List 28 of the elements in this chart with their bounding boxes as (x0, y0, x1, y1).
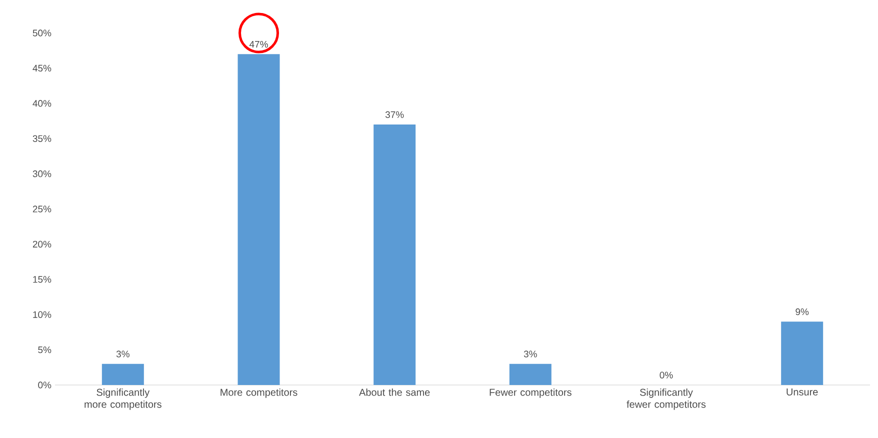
data-label: 3% (116, 350, 130, 358)
y-tick-label: 50% (32, 30, 52, 36)
x-tick-label: More competitors (220, 388, 298, 398)
x-tick-label: Unsure (786, 388, 818, 396)
bar (238, 54, 280, 385)
bar (102, 364, 144, 385)
y-tick-label: 5% (38, 346, 52, 354)
data-label: 47% (249, 40, 268, 48)
y-tick-label: 15% (33, 276, 52, 283)
x-tick-label: Significantly more competitors (84, 388, 162, 410)
bar (509, 364, 552, 385)
x-tick-label: About the same (359, 388, 430, 396)
y-tick-label: 30% (32, 170, 52, 178)
y-tick-label: 0% (38, 382, 52, 388)
y-tick-label: 45% (32, 64, 52, 72)
data-label: 0% (660, 372, 673, 378)
y-tick-label: 10% (33, 311, 52, 318)
x-tick-label: Significantly fewer competitors (626, 388, 706, 410)
data-label: 9% (796, 308, 809, 316)
y-tick-label: 35% (32, 135, 52, 142)
bar (781, 322, 824, 385)
x-tick-label: Fewer competitors (490, 388, 572, 398)
data-label: 3% (524, 350, 537, 358)
bar (374, 124, 416, 385)
data-label: 37% (385, 111, 404, 118)
y-tick-label: 20% (32, 240, 52, 248)
y-tick-label: 40% (32, 100, 52, 107)
y-tick-label: 25% (32, 206, 52, 212)
